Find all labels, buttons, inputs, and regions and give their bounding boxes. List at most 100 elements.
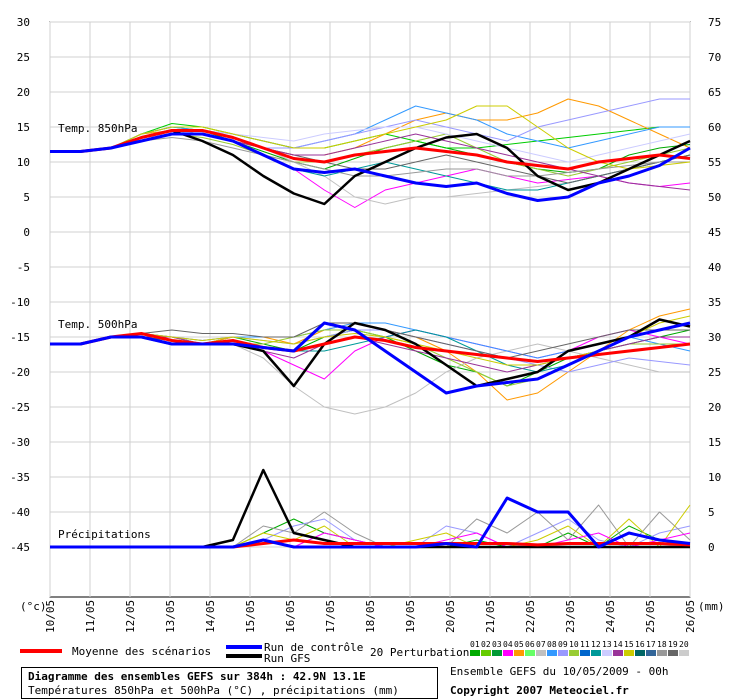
- right-tick-label: 35: [708, 296, 721, 309]
- legend-pert-number: 07: [536, 640, 546, 649]
- chart-title: Diagramme des ensembles GEFS sur 384h : …: [28, 670, 366, 683]
- x-tick-label: 10/05: [44, 600, 57, 633]
- x-tick-label: 26/05: [684, 600, 697, 633]
- legend-pert-number: 06: [525, 640, 535, 649]
- legend-pert-number: 03: [492, 640, 502, 649]
- right-tick-label: 40: [708, 261, 721, 274]
- legend-pert-number: 17: [646, 640, 656, 649]
- right-tick-label: 25: [708, 366, 721, 379]
- chart-series: [50, 98, 691, 549]
- legend-pert-number: 18: [657, 640, 667, 649]
- right-tick-label: 20: [708, 401, 721, 414]
- chart-axes: 302520151050-5-10-15-20-25-30-35-40-4575…: [10, 16, 724, 633]
- right-tick-label: 10: [708, 471, 721, 484]
- copyright: Copyright 2007 Meteociel.fr: [450, 684, 629, 697]
- legend-pert-swatch: [580, 650, 590, 656]
- legend-pert-swatch: [569, 650, 579, 656]
- x-tick-label: 25/05: [644, 600, 657, 633]
- t500-label: Temp. 500hPa: [58, 318, 137, 331]
- legend-pert-number: 13: [602, 640, 612, 649]
- precip-series-run-de-contr-le: [50, 496, 691, 549]
- legend-pert-swatch: [624, 650, 634, 656]
- legend-gfs-label: Run GFS: [264, 652, 310, 665]
- x-tick-label: 18/05: [364, 600, 377, 633]
- left-tick-label: 5: [23, 191, 30, 204]
- left-unit-label: (°c): [20, 600, 47, 613]
- right-tick-label: 30: [708, 331, 721, 344]
- legend-pert-swatch: [525, 650, 535, 656]
- legend-pert-number: 14: [613, 640, 623, 649]
- legend-pert-swatch: [646, 650, 656, 656]
- legend-pert-swatch: [547, 650, 557, 656]
- x-tick-label: 19/05: [404, 600, 417, 633]
- right-tick-label: 75: [708, 16, 721, 29]
- grid-lines: [49, 21, 691, 598]
- chart-legend: Moyenne des scénarios Run de contrôleRun …: [20, 640, 689, 665]
- t850-series-run-de-contr-le: [50, 132, 691, 202]
- legend-pert-swatch: [503, 650, 513, 656]
- legend-pert-number: 09: [558, 640, 568, 649]
- legend-pert-swatch: [657, 650, 667, 656]
- t850-series-moyenne-des-sc-narios: [50, 129, 691, 171]
- x-tick-label: 13/05: [164, 600, 177, 633]
- x-tick-label: 24/05: [604, 600, 617, 633]
- legend-pert-swatch: [591, 650, 601, 656]
- right-tick-label: 65: [708, 86, 721, 99]
- left-tick-label: 25: [17, 51, 30, 64]
- left-tick-label: 30: [17, 16, 30, 29]
- legend-pert-swatch: [470, 650, 480, 656]
- left-tick-label: -40: [10, 506, 30, 519]
- left-tick-label: -5: [17, 261, 30, 274]
- legend-pert-number: 02: [481, 640, 491, 649]
- x-tick-label: 11/05: [84, 600, 97, 633]
- t850-series-12: [50, 137, 690, 177]
- t500-series-run-de-contr-le: [50, 321, 691, 395]
- legend-pert-number: 11: [580, 640, 590, 649]
- left-tick-label: -45: [10, 541, 30, 554]
- ensemble-info: Ensemble GEFS du 10/05/2009 - 00h: [450, 665, 669, 678]
- legend-pert-swatch: [668, 650, 678, 656]
- legend-pert-number: 04: [503, 640, 513, 649]
- precip-label: Précipitations: [58, 528, 151, 541]
- legend-pert-number: 15: [624, 640, 634, 649]
- legend-pert-number: 20: [679, 640, 689, 649]
- t850-series-14: [50, 105, 691, 170]
- right-unit-label: (mm): [698, 600, 725, 613]
- t850-series-13: [50, 126, 691, 163]
- legend-pert-swatch: [558, 650, 568, 656]
- right-tick-label: 0: [708, 541, 715, 554]
- x-tick-label: 12/05: [124, 600, 137, 633]
- left-tick-label: 0: [23, 226, 30, 239]
- legend-pert-number: 10: [569, 640, 579, 649]
- right-tick-label: 70: [708, 51, 721, 64]
- left-tick-label: -30: [10, 436, 30, 449]
- t500-series-11: [50, 315, 691, 366]
- legend-perturbations-label: 20 Perturbations: [370, 646, 476, 659]
- chart-annotations: Temp. 850hPa Temp. 500hPa Précipitations: [58, 122, 151, 541]
- x-tick-label: 16/05: [284, 600, 297, 633]
- legend-pert-swatch: [481, 650, 491, 656]
- legend-control-label: Run de contrôle: [264, 641, 363, 654]
- title-box: Diagramme des ensembles GEFS sur 384h : …: [21, 667, 438, 699]
- left-tick-label: -15: [10, 331, 30, 344]
- legend-pert-number: 05: [514, 640, 524, 649]
- left-tick-label: -10: [10, 296, 30, 309]
- left-tick-label: -25: [10, 401, 30, 414]
- legend-pert-swatch: [613, 650, 623, 656]
- legend-pert-swatch: [602, 650, 612, 656]
- x-tick-label: 14/05: [204, 600, 217, 633]
- x-tick-label: 17/05: [324, 600, 337, 633]
- x-tick-label: 23/05: [564, 600, 577, 633]
- right-tick-label: 55: [708, 156, 721, 169]
- legend-pert-number: 08: [547, 640, 557, 649]
- legend-pert-number: 16: [635, 640, 645, 649]
- left-tick-label: -20: [10, 366, 30, 379]
- legend-pert-swatch: [514, 650, 524, 656]
- legend-pert-swatch: [536, 650, 546, 656]
- t850-label: Temp. 850hPa: [58, 122, 137, 135]
- chart-subtitle: Températures 850hPa et 500hPa (°C) , pré…: [28, 684, 399, 697]
- left-tick-label: 20: [17, 86, 30, 99]
- legend-pert-swatch: [492, 650, 502, 656]
- x-tick-label: 15/05: [244, 600, 257, 633]
